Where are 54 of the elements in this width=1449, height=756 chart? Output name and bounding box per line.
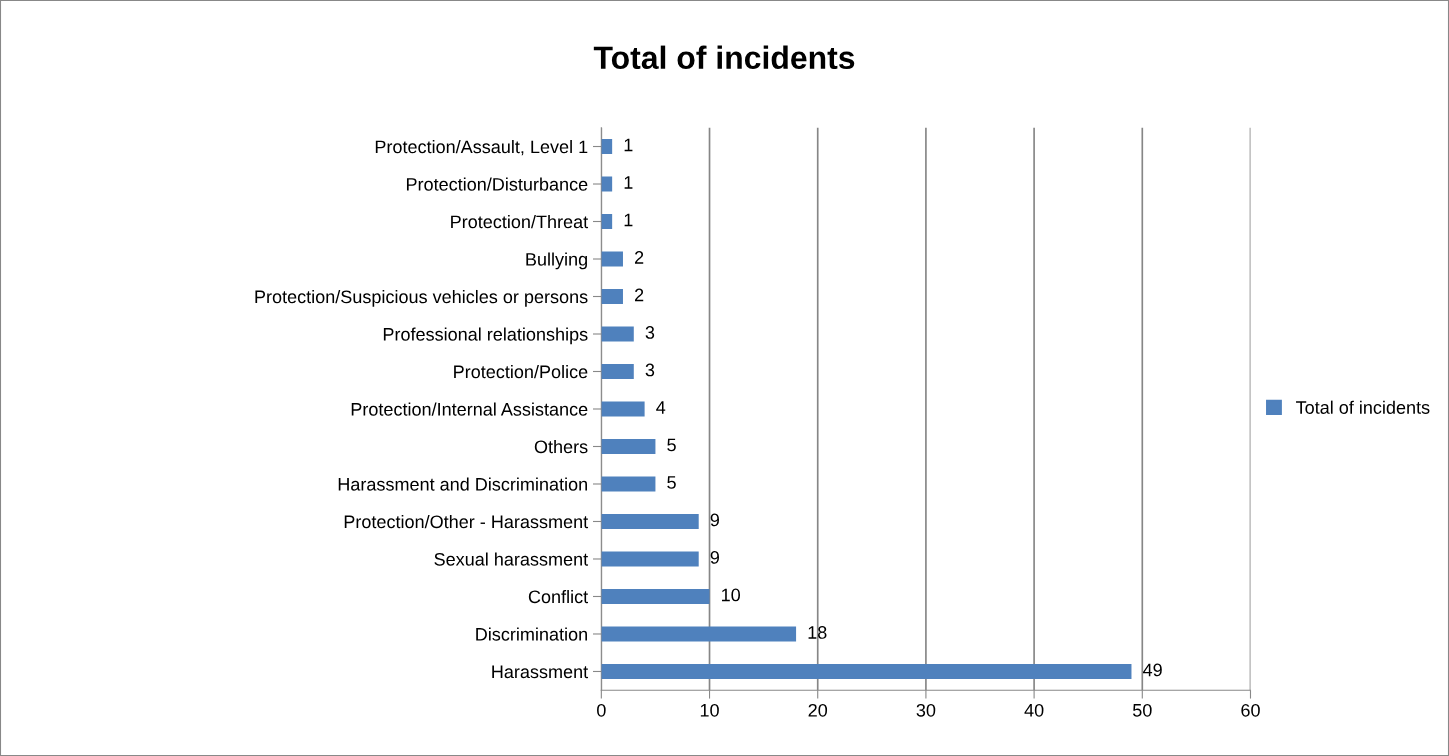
data-label: 2 — [634, 288, 644, 302]
data-label: 3 — [645, 363, 655, 377]
bar — [601, 176, 613, 192]
y-tick-label: Protection/Police — [454, 364, 588, 379]
x-tick-label: 30 — [916, 703, 936, 717]
bar — [601, 438, 656, 454]
bar — [601, 513, 699, 529]
x-tick-label: 20 — [808, 703, 828, 717]
y-tick-label: Harassment — [492, 665, 589, 679]
data-label: 4 — [656, 401, 666, 414]
y-tick-label: Others — [534, 439, 588, 454]
x-tick-label: 0 — [597, 703, 606, 717]
bar — [601, 476, 656, 492]
bar — [601, 401, 645, 417]
y-tick-label: Protection/Disturbance — [406, 177, 588, 191]
data-label: 5 — [667, 438, 676, 452]
bar — [601, 551, 699, 567]
data-label: 2 — [634, 251, 644, 264]
bar — [601, 588, 710, 604]
data-label: 9 — [710, 513, 719, 527]
y-tick-label: Professional relationships — [383, 327, 588, 345]
y-tick-label: Protection/Threat — [451, 214, 589, 229]
chart-title: Total of incidents — [593, 45, 855, 70]
bar — [601, 626, 797, 642]
y-tick-label: Protection/Suspicious vehicles or persons — [255, 289, 588, 307]
data-label: 1 — [624, 176, 633, 189]
y-tick-label: Conflict — [528, 589, 589, 604]
data-label: 9 — [710, 551, 719, 564]
data-label: 49 — [1143, 663, 1162, 677]
data-label: 18 — [808, 626, 827, 639]
x-tick-label: 60 — [1241, 703, 1260, 717]
x-tick-label: 50 — [1132, 703, 1152, 717]
y-tick-label: Sexual harassment — [434, 552, 589, 566]
y-tick-label: Bullying — [526, 252, 587, 270]
bar — [601, 364, 634, 379]
x-tick-label: 10 — [700, 703, 719, 717]
y-tick-label: Protection/Internal Assistance — [351, 402, 588, 416]
data-label: 5 — [667, 476, 676, 489]
data-label: 1 — [624, 213, 633, 227]
data-label: 3 — [645, 326, 655, 339]
legend-label: Total of incidents — [1296, 400, 1430, 414]
data-label: 1 — [624, 138, 633, 152]
y-tick-label: Protection/Other - Harassment — [344, 514, 589, 529]
bar — [601, 326, 634, 342]
bar — [601, 663, 1132, 679]
y-tick-label: Discrimination — [476, 627, 587, 641]
bar — [601, 214, 613, 230]
y-tick-label: Harassment and Discrimination — [338, 477, 587, 491]
data-label: 10 — [722, 588, 741, 602]
x-tick-label: 40 — [1024, 703, 1044, 717]
bar — [601, 251, 623, 267]
bar — [601, 289, 623, 304]
y-tick-label: Protection/Assault, Level 1 — [375, 139, 588, 156]
bar — [601, 139, 613, 155]
